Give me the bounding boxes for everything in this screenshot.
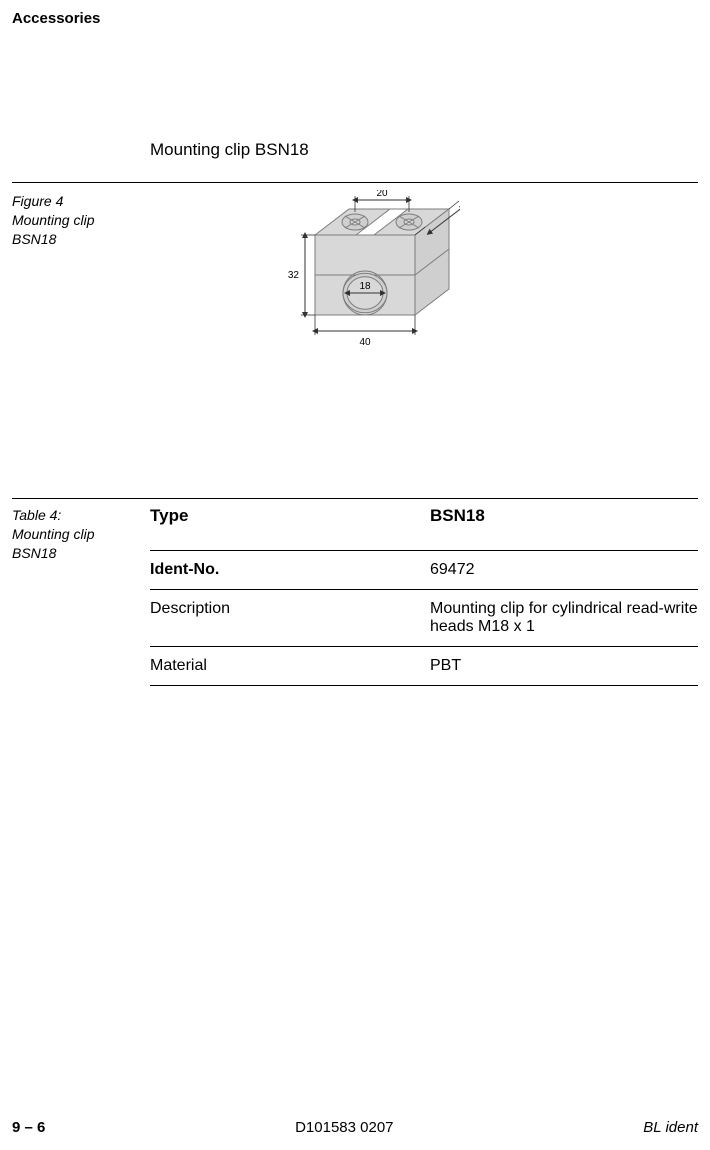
figure-caption-line2: Mounting clip	[12, 212, 95, 228]
table-row-value: Mounting clip for cylindrical read-write…	[430, 600, 698, 636]
table-header-label: Type	[150, 506, 430, 526]
spec-table: Type BSN18 Ident-No.69472DescriptionMoun…	[150, 506, 698, 686]
figure-caption-line3: BSN18	[12, 231, 56, 247]
svg-text:20: 20	[376, 190, 388, 199]
rule-above-table	[12, 498, 698, 499]
footer-brand: BL ident	[643, 1119, 698, 1136]
section-title: Mounting clip BSN18	[150, 140, 309, 160]
table-row-value: PBT	[430, 657, 698, 675]
table-row-label: Material	[150, 657, 430, 675]
svg-text:32: 32	[288, 270, 300, 281]
table-caption-line1: Table 4:	[12, 507, 61, 523]
footer-doc-id: D101583 0207	[295, 1119, 393, 1136]
figure-diagram: 2025321840	[260, 190, 460, 390]
table-row: DescriptionMounting clip for cylindrical…	[150, 590, 698, 647]
table-header-value: BSN18	[430, 506, 698, 526]
footer-page-number: 9 – 6	[12, 1119, 45, 1136]
table-row: MaterialPBT	[150, 647, 698, 686]
rule-above-figure	[12, 182, 698, 183]
table-row-label: Ident-No.	[150, 561, 430, 579]
table-row-label: Description	[150, 600, 430, 636]
figure-caption-line1: Figure 4	[12, 193, 63, 209]
table-caption-line2: Mounting clip	[12, 526, 95, 542]
mounting-clip-svg: 2025321840	[260, 190, 460, 390]
svg-text:40: 40	[359, 337, 371, 348]
page-footer: 9 – 6 D101583 0207 BL ident	[12, 1119, 698, 1136]
figure-caption: Figure 4 Mounting clip BSN18	[12, 192, 142, 249]
table-header-row: Type BSN18	[150, 506, 698, 551]
table-caption: Table 4: Mounting clip BSN18	[12, 506, 142, 563]
svg-text:18: 18	[359, 281, 371, 292]
table-row: Ident-No.69472	[150, 551, 698, 590]
table-row-value: 69472	[430, 561, 698, 579]
table-caption-line3: BSN18	[12, 545, 56, 561]
page-header-title: Accessories	[12, 10, 100, 27]
